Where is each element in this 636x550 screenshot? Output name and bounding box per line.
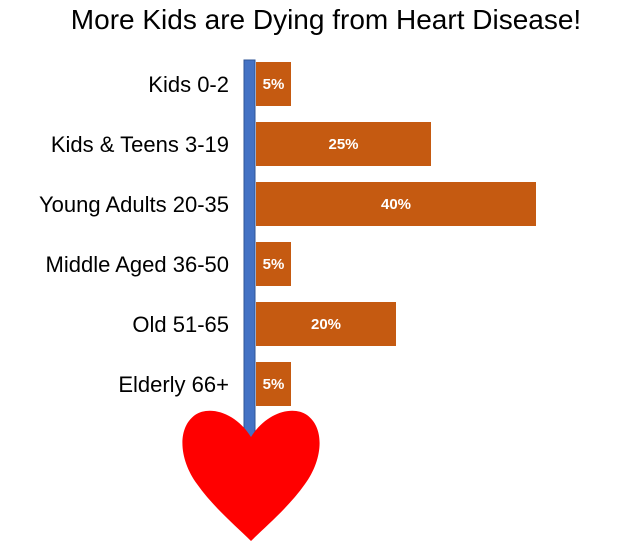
value-label: 25% (328, 136, 358, 153)
value-label: 5% (263, 76, 285, 93)
bar (256, 182, 536, 226)
value-label: 5% (263, 376, 285, 393)
bar (256, 302, 396, 346)
bar (256, 362, 291, 406)
value-label: 20% (311, 316, 341, 333)
value-label: 40% (381, 196, 411, 213)
category-label: Young Adults 20-35 (39, 192, 229, 217)
category-label: Middle Aged 36-50 (46, 252, 229, 277)
bar (256, 242, 291, 286)
category-label: Elderly 66+ (118, 372, 229, 397)
bar (256, 62, 291, 106)
value-label: 5% (263, 256, 285, 273)
chart-title: More Kids are Dying from Heart Disease! (71, 4, 581, 35)
heart-icon (182, 410, 320, 541)
category-label: Kids 0-2 (148, 72, 229, 97)
bars-group: Kids 0-2 5% Kids & Teens 3-19 25% Young Adul… (39, 62, 536, 406)
vertical-axis-bar (243, 59, 256, 445)
bar (256, 122, 431, 166)
category-label: Kids & Teens 3-19 (51, 132, 229, 157)
category-label: Old 51-65 (132, 312, 229, 337)
